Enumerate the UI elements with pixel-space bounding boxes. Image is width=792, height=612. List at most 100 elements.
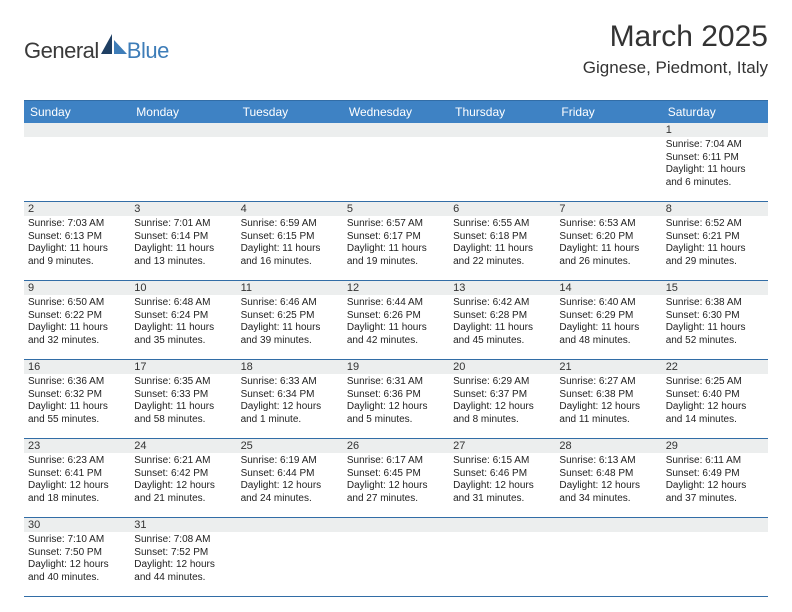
sunset-line: Sunset: 6:48 PM	[559, 468, 657, 481]
day-number: 21	[555, 360, 661, 374]
sunrise-line: Sunrise: 6:19 AM	[241, 455, 339, 468]
weekday-header-row: SundayMondayTuesdayWednesdayThursdayFrid…	[24, 101, 768, 123]
day-cell: Sunrise: 6:52 AMSunset: 6:21 PMDaylight:…	[662, 216, 768, 280]
sunrise-line: Sunrise: 6:13 AM	[559, 455, 657, 468]
day-cell: Sunrise: 7:08 AMSunset: 7:52 PMDaylight:…	[130, 532, 236, 596]
sunset-line: Sunset: 6:25 PM	[241, 310, 339, 323]
day-cell: Sunrise: 7:01 AMSunset: 6:14 PMDaylight:…	[130, 216, 236, 280]
sunset-line: Sunset: 7:52 PM	[134, 547, 232, 560]
day-number: 19	[343, 360, 449, 374]
day-number	[662, 518, 768, 532]
day-number: 18	[237, 360, 343, 374]
sunrise-line: Sunrise: 6:59 AM	[241, 218, 339, 231]
week-row: Sunrise: 6:50 AMSunset: 6:22 PMDaylight:…	[24, 295, 768, 360]
day-cell: Sunrise: 7:04 AMSunset: 6:11 PMDaylight:…	[662, 137, 768, 201]
daylight-line: Daylight: 12 hours and 21 minutes.	[134, 480, 232, 505]
day-cell	[449, 137, 555, 201]
calendar: SundayMondayTuesdayWednesdayThursdayFrid…	[24, 100, 768, 597]
daylight-line: Daylight: 11 hours and 19 minutes.	[347, 243, 445, 268]
day-number	[449, 518, 555, 532]
day-cell: Sunrise: 6:50 AMSunset: 6:22 PMDaylight:…	[24, 295, 130, 359]
sunrise-line: Sunrise: 6:29 AM	[453, 376, 551, 389]
sunset-line: Sunset: 6:24 PM	[134, 310, 232, 323]
day-number: 10	[130, 281, 236, 295]
sunset-line: Sunset: 6:13 PM	[28, 231, 126, 244]
weekday-header: Wednesday	[343, 101, 449, 123]
day-cell: Sunrise: 7:03 AMSunset: 6:13 PMDaylight:…	[24, 216, 130, 280]
logo-text-general: General	[24, 38, 99, 64]
day-cell: Sunrise: 6:53 AMSunset: 6:20 PMDaylight:…	[555, 216, 661, 280]
sunrise-line: Sunrise: 6:11 AM	[666, 455, 764, 468]
day-cell: Sunrise: 6:57 AMSunset: 6:17 PMDaylight:…	[343, 216, 449, 280]
daylight-line: Daylight: 11 hours and 42 minutes.	[347, 322, 445, 347]
daylight-line: Daylight: 12 hours and 14 minutes.	[666, 401, 764, 426]
day-number: 16	[24, 360, 130, 374]
day-cell: Sunrise: 6:19 AMSunset: 6:44 PMDaylight:…	[237, 453, 343, 517]
daylight-line: Daylight: 12 hours and 44 minutes.	[134, 559, 232, 584]
title-block: March 2025 Gignese, Piedmont, Italy	[583, 20, 768, 78]
day-number: 24	[130, 439, 236, 453]
day-number: 29	[662, 439, 768, 453]
day-number: 20	[449, 360, 555, 374]
sunset-line: Sunset: 7:50 PM	[28, 547, 126, 560]
day-number: 23	[24, 439, 130, 453]
daylight-line: Daylight: 12 hours and 5 minutes.	[347, 401, 445, 426]
sunset-line: Sunset: 6:28 PM	[453, 310, 551, 323]
daylight-line: Daylight: 11 hours and 45 minutes.	[453, 322, 551, 347]
sunset-line: Sunset: 6:34 PM	[241, 389, 339, 402]
sunset-line: Sunset: 6:36 PM	[347, 389, 445, 402]
sunset-line: Sunset: 6:14 PM	[134, 231, 232, 244]
daylight-line: Daylight: 12 hours and 18 minutes.	[28, 480, 126, 505]
day-number: 3	[130, 202, 236, 216]
daylight-line: Daylight: 11 hours and 26 minutes.	[559, 243, 657, 268]
day-number: 12	[343, 281, 449, 295]
calendar-body: 1Sunrise: 7:04 AMSunset: 6:11 PMDaylight…	[24, 123, 768, 597]
sunset-line: Sunset: 6:21 PM	[666, 231, 764, 244]
day-cell: Sunrise: 6:46 AMSunset: 6:25 PMDaylight:…	[237, 295, 343, 359]
day-number: 28	[555, 439, 661, 453]
day-number: 22	[662, 360, 768, 374]
day-cell	[555, 532, 661, 596]
sunrise-line: Sunrise: 7:01 AM	[134, 218, 232, 231]
daylight-line: Daylight: 12 hours and 11 minutes.	[559, 401, 657, 426]
day-cell: Sunrise: 6:23 AMSunset: 6:41 PMDaylight:…	[24, 453, 130, 517]
weekday-header: Thursday	[449, 101, 555, 123]
logo: General Blue	[24, 38, 169, 64]
day-number: 9	[24, 281, 130, 295]
sunset-line: Sunset: 6:18 PM	[453, 231, 551, 244]
sunset-line: Sunset: 6:26 PM	[347, 310, 445, 323]
sunset-line: Sunset: 6:17 PM	[347, 231, 445, 244]
day-cell: Sunrise: 6:35 AMSunset: 6:33 PMDaylight:…	[130, 374, 236, 438]
day-cell: Sunrise: 6:25 AMSunset: 6:40 PMDaylight:…	[662, 374, 768, 438]
day-number: 31	[130, 518, 236, 532]
sunrise-line: Sunrise: 6:31 AM	[347, 376, 445, 389]
day-number-row: 16171819202122	[24, 360, 768, 374]
day-cell	[555, 137, 661, 201]
sunset-line: Sunset: 6:33 PM	[134, 389, 232, 402]
daylight-line: Daylight: 11 hours and 35 minutes.	[134, 322, 232, 347]
day-cell: Sunrise: 6:38 AMSunset: 6:30 PMDaylight:…	[662, 295, 768, 359]
daylight-line: Daylight: 11 hours and 48 minutes.	[559, 322, 657, 347]
day-number: 30	[24, 518, 130, 532]
weekday-header: Friday	[555, 101, 661, 123]
sunset-line: Sunset: 6:45 PM	[347, 468, 445, 481]
day-number: 14	[555, 281, 661, 295]
month-title: March 2025	[583, 20, 768, 54]
logo-text-blue: Blue	[127, 38, 169, 64]
day-number	[343, 518, 449, 532]
daylight-line: Daylight: 12 hours and 37 minutes.	[666, 480, 764, 505]
weekday-header: Sunday	[24, 101, 130, 123]
day-cell: Sunrise: 6:15 AMSunset: 6:46 PMDaylight:…	[449, 453, 555, 517]
sunset-line: Sunset: 6:38 PM	[559, 389, 657, 402]
sunset-line: Sunset: 6:22 PM	[28, 310, 126, 323]
day-number: 15	[662, 281, 768, 295]
day-number: 1	[662, 123, 768, 137]
day-cell: Sunrise: 6:31 AMSunset: 6:36 PMDaylight:…	[343, 374, 449, 438]
sunset-line: Sunset: 6:37 PM	[453, 389, 551, 402]
day-number: 11	[237, 281, 343, 295]
week-row: Sunrise: 6:36 AMSunset: 6:32 PMDaylight:…	[24, 374, 768, 439]
week-row: Sunrise: 7:03 AMSunset: 6:13 PMDaylight:…	[24, 216, 768, 281]
daylight-line: Daylight: 12 hours and 31 minutes.	[453, 480, 551, 505]
sunrise-line: Sunrise: 6:55 AM	[453, 218, 551, 231]
day-cell: Sunrise: 6:48 AMSunset: 6:24 PMDaylight:…	[130, 295, 236, 359]
